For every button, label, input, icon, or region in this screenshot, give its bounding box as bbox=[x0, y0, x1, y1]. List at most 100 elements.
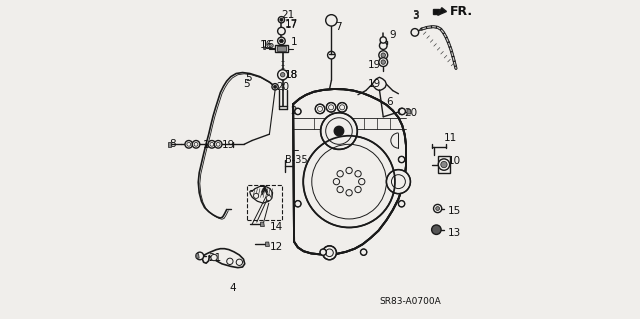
Circle shape bbox=[227, 258, 233, 264]
Text: 19: 19 bbox=[202, 140, 216, 150]
Circle shape bbox=[278, 37, 285, 45]
Text: 21: 21 bbox=[282, 10, 294, 20]
Circle shape bbox=[381, 53, 385, 57]
Circle shape bbox=[411, 29, 419, 36]
Circle shape bbox=[346, 189, 352, 196]
Circle shape bbox=[266, 196, 271, 201]
Text: 19: 19 bbox=[221, 140, 235, 150]
Text: 10: 10 bbox=[448, 156, 461, 166]
Circle shape bbox=[196, 252, 204, 260]
Circle shape bbox=[379, 51, 388, 60]
Text: 5: 5 bbox=[243, 79, 250, 89]
Circle shape bbox=[280, 39, 284, 43]
Circle shape bbox=[399, 201, 404, 207]
Text: 16: 16 bbox=[260, 40, 273, 50]
Circle shape bbox=[278, 17, 285, 23]
Circle shape bbox=[272, 84, 278, 90]
Polygon shape bbox=[264, 47, 266, 49]
Text: 18: 18 bbox=[285, 70, 298, 80]
Circle shape bbox=[337, 171, 343, 177]
Text: 9: 9 bbox=[389, 30, 396, 40]
Circle shape bbox=[320, 249, 326, 255]
Circle shape bbox=[333, 178, 340, 185]
Polygon shape bbox=[433, 9, 438, 14]
Circle shape bbox=[278, 70, 288, 80]
Circle shape bbox=[399, 108, 405, 115]
Polygon shape bbox=[293, 89, 406, 254]
Polygon shape bbox=[275, 45, 288, 52]
Polygon shape bbox=[407, 109, 411, 114]
Circle shape bbox=[380, 42, 387, 49]
Circle shape bbox=[303, 136, 395, 227]
Circle shape bbox=[381, 60, 385, 64]
Circle shape bbox=[273, 85, 276, 88]
Circle shape bbox=[387, 170, 410, 194]
Text: 1: 1 bbox=[291, 38, 298, 48]
Text: 20: 20 bbox=[276, 82, 289, 93]
Polygon shape bbox=[438, 156, 451, 173]
Circle shape bbox=[294, 201, 301, 207]
Text: 11: 11 bbox=[444, 133, 457, 143]
Text: 20: 20 bbox=[404, 108, 418, 118]
Circle shape bbox=[355, 171, 361, 177]
Circle shape bbox=[192, 141, 200, 148]
Circle shape bbox=[379, 58, 388, 67]
Bar bbox=[247, 185, 282, 219]
Text: 15: 15 bbox=[448, 206, 461, 216]
Text: 17: 17 bbox=[285, 20, 298, 30]
Text: FR.: FR. bbox=[450, 5, 473, 18]
Text: 4: 4 bbox=[230, 283, 237, 293]
Text: 19: 19 bbox=[368, 60, 381, 70]
Polygon shape bbox=[438, 8, 447, 15]
Text: 16: 16 bbox=[262, 40, 275, 50]
Text: 3: 3 bbox=[412, 10, 419, 20]
Polygon shape bbox=[168, 142, 171, 147]
Circle shape bbox=[280, 72, 285, 77]
Circle shape bbox=[399, 108, 404, 115]
Circle shape bbox=[236, 259, 243, 265]
Circle shape bbox=[334, 126, 344, 136]
Circle shape bbox=[431, 225, 441, 234]
Circle shape bbox=[294, 108, 301, 115]
Text: B-35: B-35 bbox=[285, 154, 308, 165]
Circle shape bbox=[399, 156, 404, 163]
Circle shape bbox=[441, 161, 447, 168]
Circle shape bbox=[326, 103, 336, 112]
Text: 2: 2 bbox=[290, 107, 296, 116]
Circle shape bbox=[185, 141, 193, 148]
Text: 14: 14 bbox=[270, 221, 284, 232]
Polygon shape bbox=[277, 46, 286, 51]
Circle shape bbox=[278, 27, 285, 35]
Text: 12: 12 bbox=[270, 242, 284, 252]
Text: 18: 18 bbox=[285, 70, 298, 80]
Circle shape bbox=[337, 186, 343, 193]
Text: 13: 13 bbox=[448, 228, 461, 238]
Circle shape bbox=[214, 141, 222, 148]
Circle shape bbox=[358, 178, 365, 185]
Circle shape bbox=[321, 113, 357, 149]
Circle shape bbox=[380, 37, 387, 43]
Circle shape bbox=[438, 159, 450, 170]
Circle shape bbox=[316, 104, 324, 114]
Text: 21: 21 bbox=[209, 253, 222, 263]
Text: 17: 17 bbox=[285, 19, 298, 29]
Text: 19: 19 bbox=[368, 79, 381, 89]
Circle shape bbox=[436, 207, 440, 211]
Circle shape bbox=[337, 103, 347, 112]
Circle shape bbox=[360, 249, 367, 255]
Text: SR83-A0700A: SR83-A0700A bbox=[380, 297, 441, 306]
Polygon shape bbox=[380, 41, 387, 44]
Polygon shape bbox=[266, 242, 269, 247]
Circle shape bbox=[208, 141, 216, 148]
Circle shape bbox=[323, 246, 337, 260]
Circle shape bbox=[211, 254, 217, 261]
Text: 5: 5 bbox=[244, 73, 252, 83]
Text: 6: 6 bbox=[387, 97, 393, 107]
Circle shape bbox=[355, 186, 361, 193]
Circle shape bbox=[253, 193, 259, 198]
Polygon shape bbox=[260, 222, 264, 226]
Text: 3: 3 bbox=[412, 11, 419, 21]
Circle shape bbox=[433, 204, 442, 213]
Text: 7: 7 bbox=[335, 22, 342, 32]
Circle shape bbox=[346, 167, 352, 174]
